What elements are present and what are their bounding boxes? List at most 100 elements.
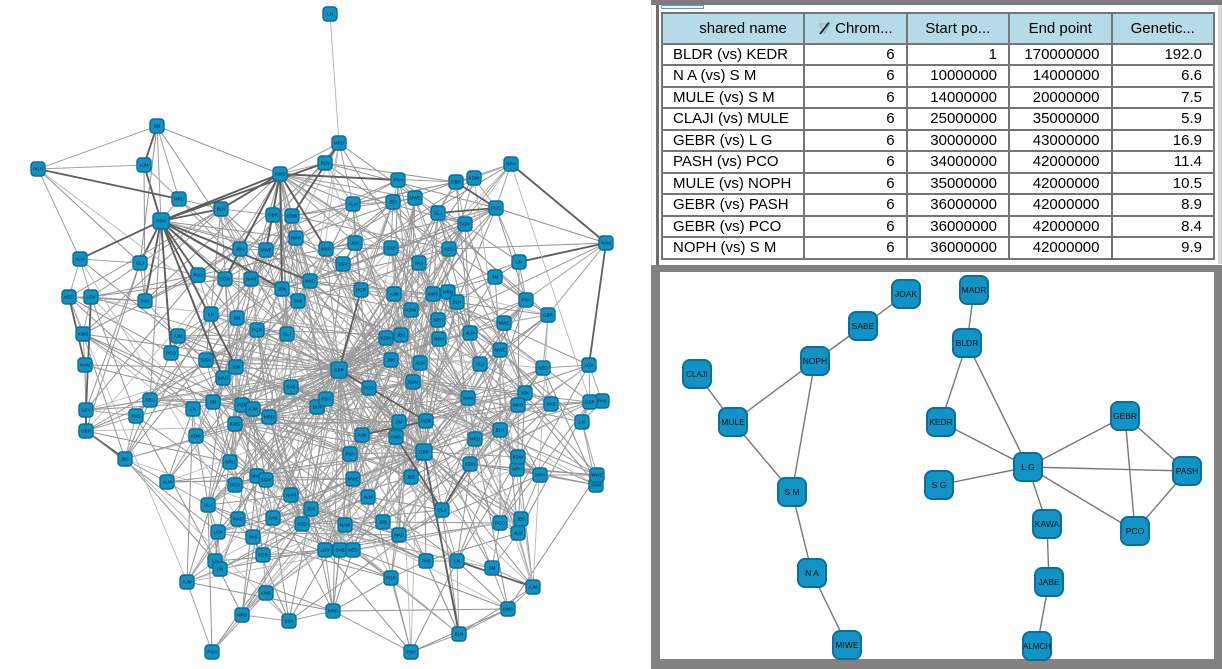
svg-text:MAD: MAD <box>218 376 229 381</box>
svg-text:GBR: GBR <box>268 213 279 218</box>
svg-text:KWS: KWS <box>391 435 401 440</box>
svg-text:MRD: MRD <box>470 437 481 442</box>
svg-text:PSH: PSH <box>393 178 402 183</box>
svg-text:PAS: PAS <box>132 414 141 419</box>
svg-text:LGV: LGV <box>81 408 90 413</box>
svg-text:ALM: ALM <box>348 202 358 207</box>
svg-text:SAB: SAB <box>286 385 295 390</box>
svg-text:AJM: AJM <box>529 585 538 590</box>
svg-text:SGM: SGM <box>201 358 212 363</box>
svg-text:PGR: PGR <box>33 167 44 172</box>
svg-text:MWE: MWE <box>261 248 272 253</box>
svg-text:JBS: JBS <box>407 475 415 480</box>
svg-text:BLN: BLN <box>217 207 226 212</box>
svg-text:LN: LN <box>212 559 218 564</box>
svg-text:PSH: PSH <box>521 298 530 303</box>
svg-text:PAS: PAS <box>598 399 607 404</box>
svg-text:LN: LN <box>579 420 585 425</box>
svg-text:NPH: NPH <box>535 473 545 478</box>
svg-text:PSH: PSH <box>321 397 330 402</box>
svg-text:SM: SM <box>396 420 403 425</box>
svg-text:SABE: SABE <box>852 321 875 331</box>
svg-text:JBS: JBS <box>397 333 405 338</box>
svg-text:MAD: MAD <box>513 403 524 408</box>
svg-text:SGM: SGM <box>591 483 602 488</box>
svg-text:NOPH: NOPH <box>803 356 828 366</box>
svg-text:PAS: PAS <box>415 261 424 266</box>
svg-text:SM: SM <box>217 567 224 572</box>
svg-text:PCO: PCO <box>230 483 240 488</box>
svg-text:LGV: LGV <box>338 262 347 267</box>
svg-text:MWE: MWE <box>495 348 506 353</box>
svg-text:SM: SM <box>210 400 217 405</box>
svg-text:SM: SM <box>154 124 161 129</box>
svg-text:PSH: PSH <box>156 219 165 224</box>
svg-text:GBR: GBR <box>543 313 554 318</box>
svg-text:LN: LN <box>454 559 460 564</box>
svg-text:NPH: NPH <box>433 318 443 323</box>
svg-text:SAB: SAB <box>293 299 302 304</box>
svg-text:PGR: PGR <box>421 419 432 424</box>
svg-text:CLJ: CLJ <box>136 261 144 266</box>
svg-text:PASH: PASH <box>1176 466 1199 476</box>
svg-text:AJM: AJM <box>140 163 149 168</box>
svg-text:CLJ: CLJ <box>476 362 484 367</box>
svg-text:BLN: BLN <box>313 405 322 410</box>
svg-text:PSH: PSH <box>406 650 415 655</box>
svg-text:S G: S G <box>932 480 947 490</box>
svg-text:PSH: PSH <box>207 650 216 655</box>
svg-text:PAS: PAS <box>249 535 258 540</box>
svg-text:GBR: GBR <box>419 450 430 455</box>
svg-text:NPH: NPH <box>225 460 235 465</box>
svg-text:KED: KED <box>64 295 74 300</box>
svg-text:KDW: KDW <box>287 214 298 219</box>
svg-text:ALM: ALM <box>465 331 475 336</box>
svg-text:SM: SM <box>234 316 241 321</box>
svg-text:NPH: NPH <box>506 162 516 167</box>
svg-text:JBS: JBS <box>387 358 395 363</box>
svg-text:SGM: SGM <box>261 478 272 483</box>
svg-text:NPH: NPH <box>291 236 301 241</box>
svg-text:ALM: ALM <box>363 495 373 500</box>
svg-text:CLJ: CLJ <box>438 508 446 513</box>
svg-text:MAD: MAD <box>305 279 316 284</box>
svg-text:AJM: AJM <box>358 433 367 438</box>
svg-text:NAM: NAM <box>463 396 473 401</box>
svg-text:SGM: SGM <box>460 222 471 227</box>
svg-text:MWE: MWE <box>410 196 421 201</box>
svg-text:AJM: AJM <box>174 334 183 339</box>
svg-text:LN: LN <box>190 407 196 412</box>
svg-text:KWS: KWS <box>275 172 285 177</box>
svg-text:KAWA: KAWA <box>1035 519 1060 529</box>
svg-text:JBS: JBS <box>121 457 129 462</box>
svg-text:KDW: KDW <box>406 308 417 313</box>
svg-text:LN: LN <box>208 312 214 317</box>
svg-text:KED: KED <box>145 398 155 403</box>
svg-text:MRD: MRD <box>237 613 248 618</box>
svg-text:KDW: KDW <box>513 455 524 460</box>
svg-text:BLN: BLN <box>455 632 464 637</box>
svg-text:PCO: PCO <box>1126 526 1145 536</box>
svg-text:PCO: PCO <box>495 521 505 526</box>
svg-text:SAB: SAB <box>386 246 395 251</box>
svg-text:LGV: LGV <box>584 363 593 368</box>
svg-text:JOK: JOK <box>232 365 241 370</box>
svg-text:JBS: JBS <box>389 200 397 205</box>
svg-text:CLJ: CLJ <box>204 503 212 508</box>
svg-text:MADR: MADR <box>961 285 986 295</box>
svg-text:SAB: SAB <box>546 402 555 407</box>
svg-text:BLN: BLN <box>496 428 505 433</box>
svg-text:MULE: MULE <box>721 417 745 427</box>
svg-text:PCO: PCO <box>166 351 176 356</box>
svg-text:KDW: KDW <box>465 462 476 467</box>
svg-text:PAS: PAS <box>141 299 150 304</box>
svg-text:PCO: PCO <box>364 386 374 391</box>
svg-text:L G: L G <box>1021 462 1034 472</box>
svg-text:PCO: PCO <box>193 273 203 278</box>
svg-text:LN: LN <box>516 260 522 265</box>
svg-text:CLJ: CLJ <box>434 211 442 216</box>
svg-text:GEBR: GEBR <box>1113 411 1137 421</box>
svg-text:JABE: JABE <box>1038 577 1060 587</box>
svg-text:S M: S M <box>784 487 799 497</box>
svg-text:MRD: MRD <box>443 290 454 295</box>
